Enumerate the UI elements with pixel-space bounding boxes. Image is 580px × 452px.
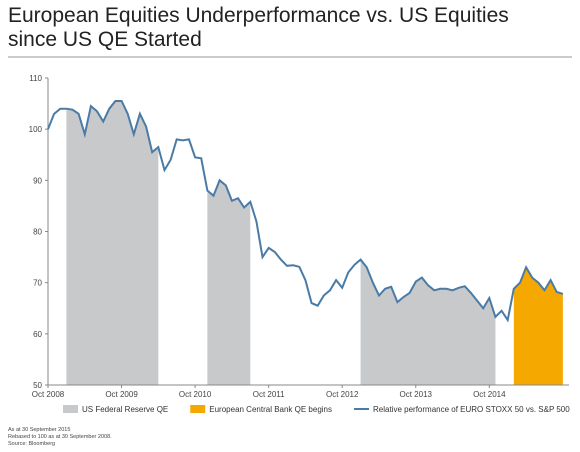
y-tick-label: 70 <box>33 279 42 288</box>
y-tick-label: 90 <box>33 176 42 185</box>
footnote: Source: Bloomberg <box>8 441 55 447</box>
data-line <box>47 100 564 323</box>
x-tick-label: Oct 2013 <box>400 390 433 399</box>
x-tick-label: Oct 2010 <box>179 390 212 399</box>
shaded-region <box>513 267 563 385</box>
legend-label: European Central Bank QE begins <box>209 405 332 414</box>
shaded-region <box>66 101 159 386</box>
y-tick-label: 60 <box>33 330 42 339</box>
shaded-region <box>360 259 496 385</box>
legend-label: Relative performance of EURO STOXX 50 vs… <box>373 405 570 414</box>
footnote: Rebased to 100 as at 30 September 2008. <box>8 434 112 440</box>
x-tick-label: Oct 2008 <box>32 390 65 399</box>
footnote: As at 30 September 2015 <box>8 427 70 433</box>
x-tick-label: Oct 2011 <box>253 390 285 399</box>
chart-title: European Equities Underperformance vs. U… <box>8 4 509 27</box>
shaded-region <box>207 180 251 385</box>
y-tick-label: 50 <box>33 381 42 390</box>
legend-swatch <box>190 405 206 413</box>
chart-title: since US QE Started <box>8 28 202 51</box>
y-tick-label: 110 <box>29 74 42 83</box>
y-tick-label: 80 <box>33 228 42 237</box>
x-tick-label: Oct 2012 <box>326 390 359 399</box>
legend-swatch <box>63 405 78 413</box>
y-tick-label: 100 <box>29 125 43 134</box>
legend-label: US Federal Reserve QE <box>82 405 168 414</box>
x-tick-label: Oct 2014 <box>473 390 506 399</box>
x-tick-label: Oct 2009 <box>105 390 138 399</box>
